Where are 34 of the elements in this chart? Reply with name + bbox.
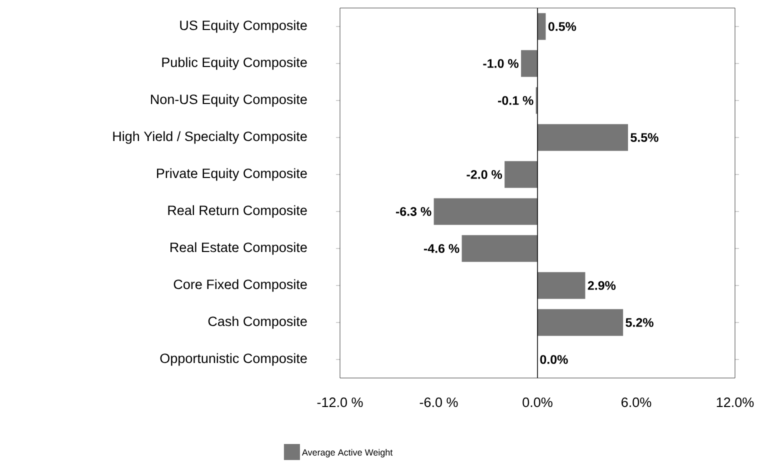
bar xyxy=(537,13,546,40)
x-tick-label: -6.0 % xyxy=(420,398,458,408)
data-label: -6.3 % xyxy=(396,207,432,216)
data-label: 0.0% xyxy=(540,355,568,364)
bar xyxy=(537,124,628,151)
y-tick-label: Non-US Equity Composite xyxy=(151,94,307,107)
y-tick-label: Cash Composite xyxy=(208,316,307,329)
data-label: 0.5% xyxy=(548,22,576,31)
y-tick-label: US Equity Composite xyxy=(180,20,307,33)
y-tick-label: Opportunistic Composite xyxy=(160,353,307,366)
bar xyxy=(504,161,538,188)
x-tick-label: 6.0% xyxy=(622,398,652,408)
y-tick-label: Private Equity Composite xyxy=(157,168,307,181)
y-tick-label: Real Estate Composite xyxy=(170,242,307,255)
bar xyxy=(434,198,538,225)
bar xyxy=(462,235,538,262)
data-label: 5.2% xyxy=(626,318,654,327)
y-tick-label: Real Return Composite xyxy=(168,205,307,218)
data-label: -4.6 % xyxy=(424,244,460,253)
y-tick-label: Public Equity Composite xyxy=(162,57,307,70)
legend-label: Average Active Weight xyxy=(302,448,393,458)
data-label: -1.0 % xyxy=(483,59,518,68)
data-label: -0.1 % xyxy=(498,96,534,105)
data-label: -2.0 % xyxy=(466,170,502,179)
bar xyxy=(521,50,538,77)
y-tick-label: High Yield / Specialty Composite xyxy=(113,131,307,144)
x-tick-label: -12.0 % xyxy=(317,398,363,408)
data-label: 5.5% xyxy=(630,133,658,142)
data-label: 2.9% xyxy=(588,281,616,290)
bar xyxy=(537,309,624,336)
x-tick-label: 12.0% xyxy=(716,398,754,408)
bar xyxy=(537,272,586,299)
y-tick-label: Core Fixed Composite xyxy=(174,279,307,292)
x-tick-label: 0.0% xyxy=(522,398,552,408)
